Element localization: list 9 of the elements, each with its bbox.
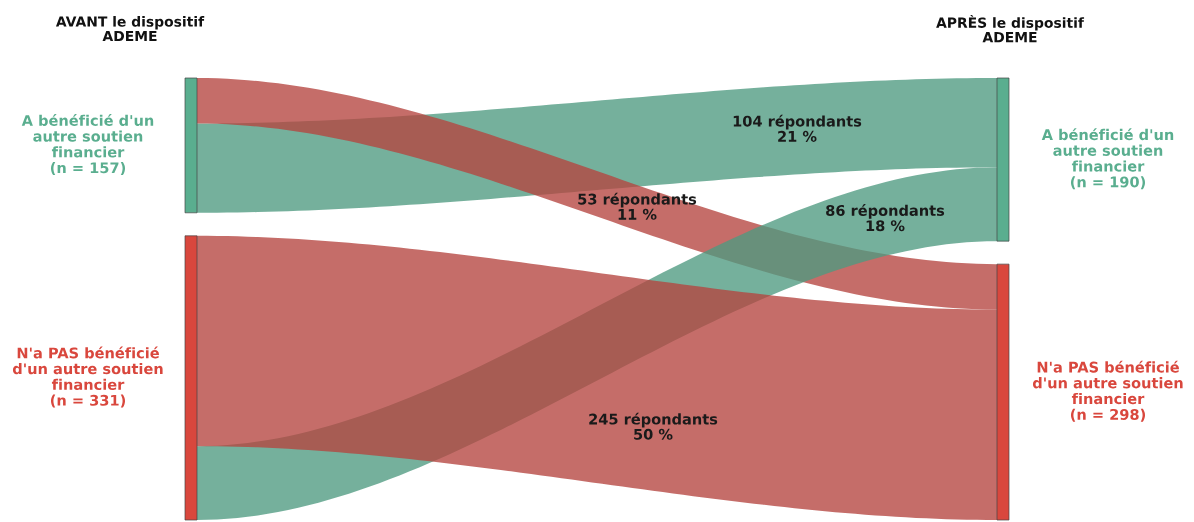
category-label: N'a PAS bénéficié d'un autre soutien financier (n = 331) bbox=[12, 346, 163, 408]
text: APRÈS le dispositif ADEME bbox=[936, 14, 1085, 43]
data-label: 245 répondants 50 % bbox=[589, 412, 718, 440]
data-label: 86 répondants 18 % bbox=[826, 204, 945, 232]
data-label: 104 répondants 21 % bbox=[733, 114, 862, 142]
category-label: A bénéficié d'un autre soutien financier (n = 190) bbox=[1041, 128, 1174, 190]
text: AVANT le dispositif ADEME bbox=[55, 16, 205, 42]
category-label: A bénéficié d'un autre soutien financier (n = 157) bbox=[21, 114, 154, 176]
category-label: N'a PAS bénéficié d'un autre soutien financier (n = 298) bbox=[1032, 360, 1183, 422]
